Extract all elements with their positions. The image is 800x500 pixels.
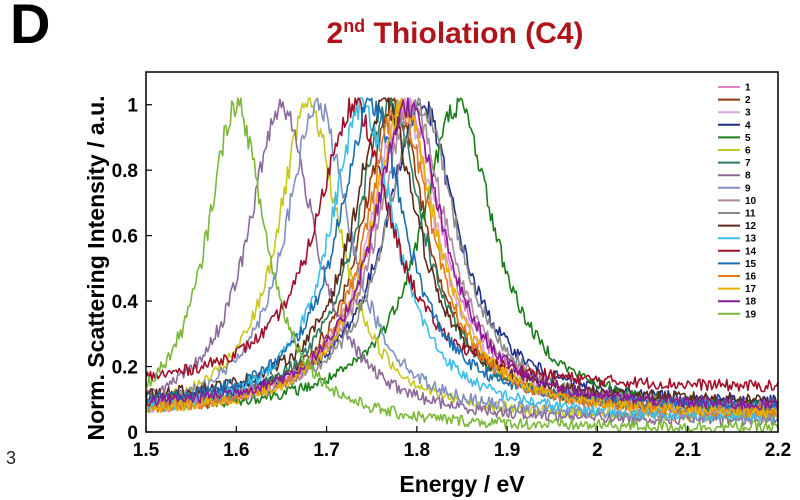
legend-label-15: 15 [745,259,757,270]
title-main: 2 [326,17,344,50]
series-line-19 [145,97,779,433]
panel-letter: D [10,0,51,55]
axis-ticks: 1.5 1.6 1.7 1.8 1.9 2 2.1 2.2 0 0.2 0.4 0.6 0.8 1 [112,96,792,461]
legend-label-7: 7 [745,158,751,169]
series-line-5 [145,97,779,413]
series-lines [145,97,779,433]
legend-label-4: 4 [745,120,751,131]
x-tick-label: 1.5 [133,440,160,461]
legend-label-1: 1 [745,83,751,94]
legend-label-3: 3 [745,108,751,119]
chart-title: 2nd Thiolation (C4) [0,16,800,51]
legend-label-10: 10 [745,196,757,207]
legend-label-2: 2 [745,95,751,106]
edge-glyph: 3 [6,448,17,468]
series-line-4 [145,101,779,408]
title-rest: Thiolation (C4) [365,17,584,50]
x-tick-label: 1.9 [494,440,520,461]
y-axis-label: Norm. Scattering Intensity / a.u. [83,95,109,440]
series-line-10 [145,100,779,411]
x-tick-label: 1.8 [404,440,430,461]
legend-label-16: 16 [745,272,757,283]
x-tick-label: 1.7 [313,440,339,461]
series-line-18 [145,97,779,411]
y-tick-label: 1 [127,96,138,117]
x-tick-label: 2.2 [765,440,791,461]
series-line-11 [145,97,779,414]
y-tick-label: 0.4 [112,292,139,313]
legend-label-11: 11 [745,209,756,220]
legend-label-6: 6 [745,146,751,157]
legend-label-17: 17 [745,284,757,295]
x-axis-label: Energy / eV [399,471,525,497]
legend-label-9: 9 [745,183,751,194]
legend-label-12: 12 [745,221,757,232]
y-tick-label: 0.2 [112,358,138,379]
legend-label-14: 14 [745,246,757,257]
series-line-15 [145,97,779,413]
legend-label-18: 18 [745,297,757,308]
y-tick-label: 0.6 [112,227,138,248]
series-line-13 [145,97,779,423]
x-tick-label: 2 [592,440,603,461]
series-line-17 [145,97,779,418]
plot-frame [145,71,779,433]
legend-label-5: 5 [745,133,751,144]
legend-label-8: 8 [745,171,751,182]
x-tick-label: 2.1 [675,440,702,461]
y-tick-label: 0.8 [112,161,138,182]
legend-label-13: 13 [745,234,757,245]
x-tick-label: 1.6 [223,440,249,461]
y-tick-label: 0 [127,423,138,444]
legend-label-19: 19 [745,309,757,320]
title-superscript: nd [343,16,366,36]
